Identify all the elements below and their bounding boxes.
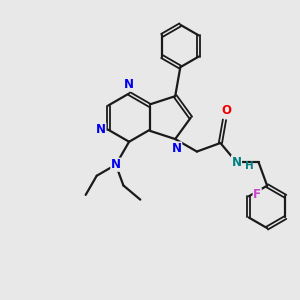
Text: H: H — [245, 161, 254, 171]
Text: F: F — [253, 188, 261, 201]
Text: N: N — [124, 78, 134, 91]
Text: N: N — [232, 156, 242, 169]
Text: N: N — [111, 158, 121, 171]
Text: N: N — [96, 123, 106, 136]
Text: N: N — [172, 142, 182, 155]
Text: O: O — [221, 104, 231, 117]
